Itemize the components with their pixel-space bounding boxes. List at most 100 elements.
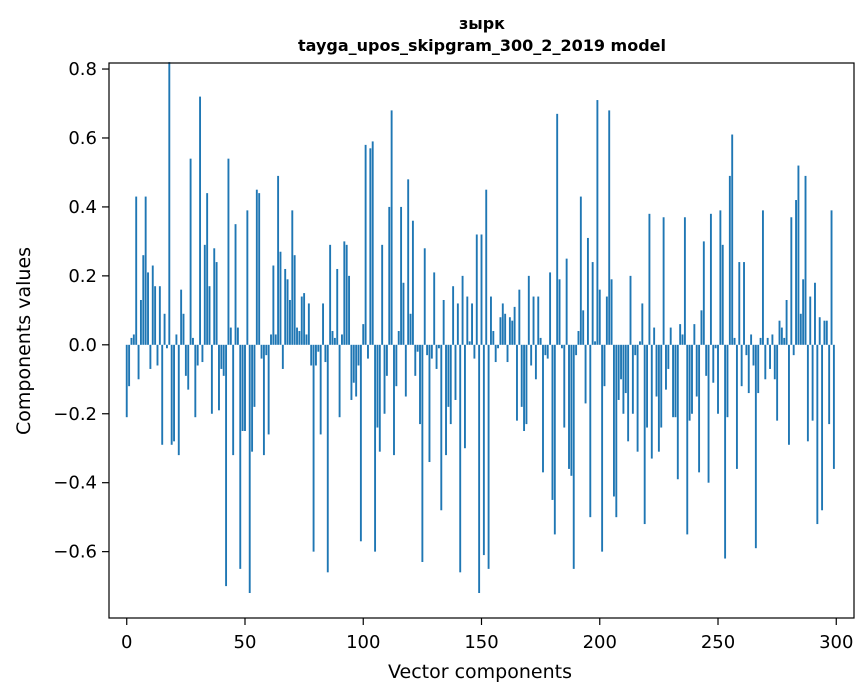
bar xyxy=(627,344,630,442)
bar xyxy=(814,282,816,345)
chart-subtitle: tayga_upos_skipgram_300_2_2019 model xyxy=(298,36,666,55)
bar xyxy=(761,210,764,345)
x-tick-label: 200 xyxy=(583,632,617,653)
bar xyxy=(539,337,542,345)
bar xyxy=(693,324,696,345)
bar xyxy=(173,344,175,442)
bar xyxy=(404,344,407,397)
bar xyxy=(553,344,556,535)
bar xyxy=(222,344,225,376)
bar xyxy=(248,344,251,594)
y-tick-label: 0.0 xyxy=(68,335,97,356)
bar xyxy=(582,310,585,345)
bar xyxy=(586,237,589,345)
bar xyxy=(641,303,644,345)
bar xyxy=(657,344,660,452)
x-tick-label: 0 xyxy=(121,632,132,653)
bar xyxy=(437,344,440,349)
bar xyxy=(594,341,596,345)
bar xyxy=(239,344,242,569)
bar xyxy=(681,334,684,345)
bar xyxy=(601,344,604,552)
bar xyxy=(158,286,161,345)
bar xyxy=(270,334,272,345)
bar xyxy=(203,244,206,345)
bar xyxy=(809,296,812,345)
bar xyxy=(442,299,445,345)
bar xyxy=(497,344,500,349)
bar xyxy=(456,303,459,345)
bar xyxy=(359,344,362,542)
bar xyxy=(598,289,601,345)
bar xyxy=(236,327,239,345)
bar xyxy=(184,344,187,376)
bar xyxy=(322,303,324,345)
bar xyxy=(383,344,386,414)
bar xyxy=(717,344,719,414)
bar xyxy=(461,275,464,345)
bar xyxy=(218,344,220,411)
bar xyxy=(830,210,833,345)
bar xyxy=(246,210,249,345)
bar xyxy=(374,344,377,552)
bar xyxy=(187,344,190,390)
bar xyxy=(471,303,473,345)
x-tick-label: 150 xyxy=(464,632,498,653)
bar xyxy=(220,344,223,369)
bar xyxy=(260,344,263,359)
bar xyxy=(714,344,717,349)
bar xyxy=(262,344,265,456)
bar xyxy=(636,344,639,452)
bar xyxy=(156,344,159,366)
bar xyxy=(336,268,339,345)
bar xyxy=(518,289,521,345)
bar xyxy=(454,344,457,400)
bar xyxy=(542,344,544,473)
bar xyxy=(754,344,757,549)
bar xyxy=(558,279,561,345)
bar xyxy=(688,344,691,421)
bar xyxy=(743,262,745,345)
bar xyxy=(165,344,168,349)
bar xyxy=(137,344,140,380)
bar xyxy=(745,344,748,356)
bar xyxy=(523,344,526,431)
bar xyxy=(267,344,270,435)
bar xyxy=(672,344,675,418)
bar xyxy=(459,344,462,573)
bar xyxy=(324,344,327,363)
bar xyxy=(799,313,802,345)
bar xyxy=(653,327,656,345)
bar xyxy=(369,148,372,345)
bar xyxy=(208,286,211,345)
bar xyxy=(362,324,365,345)
bar xyxy=(182,313,185,345)
bar xyxy=(769,344,771,369)
bar xyxy=(563,344,566,428)
bar xyxy=(783,337,786,345)
y-tick-label: −0.4 xyxy=(53,473,97,494)
bar xyxy=(683,217,686,345)
bar xyxy=(579,196,582,345)
bar xyxy=(175,334,178,345)
bar xyxy=(648,213,651,345)
bar xyxy=(556,113,559,345)
bar xyxy=(277,175,280,345)
bar xyxy=(274,334,277,345)
bar xyxy=(430,344,433,359)
bar xyxy=(333,337,336,345)
bar xyxy=(303,293,306,345)
y-tick-label: 0.2 xyxy=(68,266,97,287)
bar xyxy=(537,296,540,345)
bar xyxy=(504,313,507,345)
bar xyxy=(196,344,199,366)
bar xyxy=(423,248,426,345)
bar xyxy=(350,344,353,400)
bar xyxy=(575,344,578,356)
bar xyxy=(691,344,693,414)
bar xyxy=(426,344,429,356)
bar xyxy=(378,344,381,452)
bar xyxy=(416,344,419,352)
bar xyxy=(293,255,296,345)
bar xyxy=(482,344,485,556)
